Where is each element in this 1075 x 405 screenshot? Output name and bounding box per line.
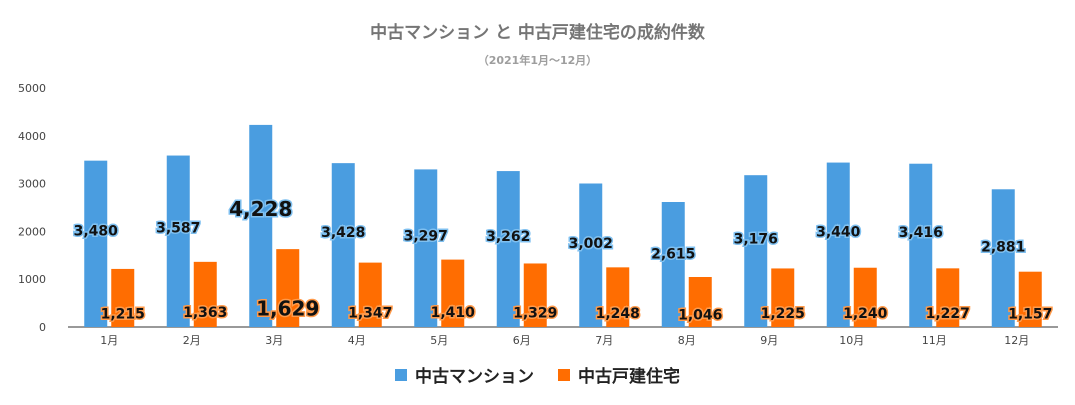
x-tick-label: 3月 <box>265 334 283 347</box>
bar-house <box>936 268 960 327</box>
data-label-house: 1,240 <box>843 306 888 322</box>
x-tick-label: 8月 <box>678 334 696 347</box>
y-tick-label: 5000 <box>18 82 46 95</box>
bar-house <box>358 262 382 327</box>
y-tick-label: 3000 <box>18 178 46 191</box>
data-label-house: 1,248 <box>596 306 640 322</box>
bar-mansion <box>496 171 520 327</box>
legend-item-mansion: 中古マンション <box>395 362 534 387</box>
data-label-mansion: 3,587 <box>156 221 200 237</box>
bar-mansion <box>579 183 603 327</box>
data-label-mansion: 3,480 <box>74 224 119 240</box>
x-tick-label: 1月 <box>100 334 118 347</box>
data-label-house: 1,347 <box>348 305 392 321</box>
data-label-house: 1,363 <box>183 305 227 321</box>
y-tick-label: 1000 <box>18 273 46 286</box>
bar-house <box>771 268 795 327</box>
data-label-mansion: 3,297 <box>404 228 448 244</box>
x-tick-label: 10月 <box>839 334 864 347</box>
data-label-mansion: 3,416 <box>899 225 943 241</box>
bar-mansion <box>991 189 1015 327</box>
legend-swatch-mansion <box>395 368 407 381</box>
data-label-house: 1,227 <box>926 306 970 322</box>
data-label-house: 1,225 <box>761 306 805 322</box>
bar-house <box>276 249 300 327</box>
bar-mansion <box>826 162 850 327</box>
bar-mansion <box>331 163 355 327</box>
legend-label-house: 中古戸建住宅 <box>578 367 680 387</box>
x-tick-label: 2月 <box>183 334 201 347</box>
data-label-mansion: 3,428 <box>321 225 365 241</box>
bar-mansion <box>414 169 438 327</box>
data-label-mansion: 4,228 <box>229 197 292 221</box>
x-tick-label: 9月 <box>760 334 778 347</box>
x-tick-label: 6月 <box>513 334 531 347</box>
data-label-mansion: 3,176 <box>734 232 778 248</box>
bar-house <box>441 259 465 327</box>
bar-mansion <box>249 124 273 327</box>
legend-item-house: 中古戸建住宅 <box>558 362 680 387</box>
bar-mansion <box>661 202 685 327</box>
x-tick-label: 7月 <box>595 334 613 347</box>
data-label-house: 1,629 <box>256 296 319 320</box>
data-label-house: 1,329 <box>513 305 557 321</box>
bar-house <box>606 267 630 327</box>
data-label-mansion: 3,262 <box>486 229 530 245</box>
data-label-house: 1,046 <box>678 308 722 324</box>
y-tick-label: 0 <box>39 321 46 334</box>
data-label-house: 1,215 <box>101 306 145 322</box>
data-label-mansion: 3,002 <box>569 236 613 252</box>
y-tick-label: 2000 <box>18 225 46 238</box>
x-tick-label: 11月 <box>922 334 947 347</box>
x-tick-label: 12月 <box>1004 334 1029 347</box>
data-label-house: 1,410 <box>431 305 476 321</box>
bar-house <box>111 268 135 327</box>
legend-swatch-house <box>558 368 570 381</box>
x-tick-label: 5月 <box>430 334 448 347</box>
bar-mansion <box>744 175 768 327</box>
data-label-mansion: 2,881 <box>981 239 1025 255</box>
bar-mansion <box>166 155 190 327</box>
bar-house <box>193 261 217 327</box>
bar-house <box>523 263 547 327</box>
y-tick-label: 4000 <box>18 130 46 143</box>
bar-mansion <box>909 163 933 327</box>
chart-subtitle: （2021年1月〜12月） <box>477 54 598 67</box>
bar-house <box>853 267 877 327</box>
chart-title: 中古マンション と 中古戸建住宅の成約件数 <box>370 23 705 43</box>
bar-house <box>688 277 712 327</box>
data-label-mansion: 3,440 <box>816 225 861 241</box>
bar-mansion <box>84 160 108 327</box>
bar-house <box>1018 271 1042 327</box>
x-tick-label: 4月 <box>348 334 366 347</box>
data-label-house: 1,157 <box>1008 307 1052 323</box>
legend: 中古マンション 中古戸建住宅 <box>0 362 1075 387</box>
data-label-mansion: 2,615 <box>651 246 695 262</box>
legend-label-mansion: 中古マンション <box>415 367 534 387</box>
